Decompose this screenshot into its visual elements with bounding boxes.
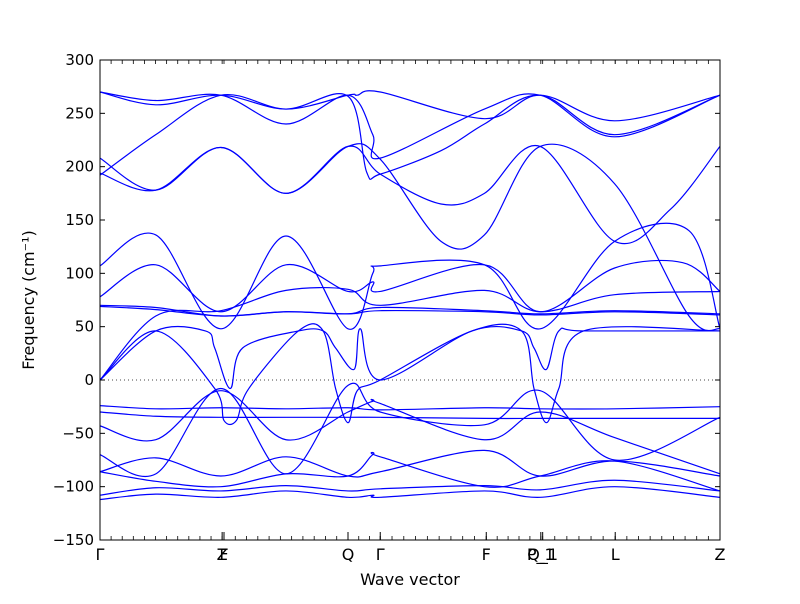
band-line-3 xyxy=(99,93,721,180)
y-tick-label: 300 xyxy=(65,51,94,69)
y-axis-label: Frequency (cm⁻¹) xyxy=(19,230,38,369)
band-line-15 xyxy=(99,390,721,475)
band-line-14 xyxy=(99,411,720,420)
x-tick-label: Q_1 xyxy=(527,545,558,565)
band-line-17 xyxy=(99,449,721,478)
plot-frame xyxy=(99,59,721,541)
band-line-13 xyxy=(99,405,721,411)
band-line-8 xyxy=(99,286,721,381)
x-tick-label: P_1 xyxy=(527,545,555,565)
x-tick-label: L xyxy=(611,545,620,564)
band-line-10 xyxy=(99,305,721,317)
y-tick-label: 0 xyxy=(84,371,94,389)
band-line-9 xyxy=(99,304,721,317)
x-tick-label: Γ xyxy=(376,545,385,564)
band-line-18 xyxy=(99,451,721,492)
x-tick-label: Z xyxy=(715,545,726,564)
minor-ticks xyxy=(99,60,721,540)
x-tick-label: F xyxy=(482,545,491,564)
y-tick-label: −50 xyxy=(62,424,94,442)
y-tick-label: 50 xyxy=(75,318,94,336)
y-tick-label: 100 xyxy=(65,264,94,282)
x-tick-label: Q xyxy=(342,545,355,564)
y-axis-ticks: −150 −100 −50 0 50 100 150 200 250 300 xyxy=(53,51,720,549)
band-line-5 xyxy=(99,144,721,245)
band-line-19 xyxy=(99,479,721,496)
y-tick-label: 250 xyxy=(65,104,94,122)
band-line-4 xyxy=(99,143,721,332)
y-tick-label: 200 xyxy=(65,158,94,176)
band-line-1 xyxy=(99,90,721,122)
x-axis-ticks: Γ ZF Q Γ F P_1Q_1 L Z xyxy=(96,532,726,565)
x-tick-label: Z xyxy=(217,545,228,564)
y-tick-label: −150 xyxy=(53,531,94,549)
band-line-6 xyxy=(99,222,721,330)
band-line-20 xyxy=(99,486,721,501)
x-axis-label: Wave vector xyxy=(360,570,460,589)
y-tick-label: −100 xyxy=(53,478,94,496)
band-line-7 xyxy=(99,259,721,313)
series-layer xyxy=(99,90,721,501)
x-tick-label: F xyxy=(219,545,228,564)
y-tick-label: 150 xyxy=(65,211,94,229)
x-tick-label: Γ xyxy=(96,545,105,564)
band-line-11 xyxy=(99,325,720,390)
band-line-2 xyxy=(99,91,721,160)
band-line-12 xyxy=(99,323,721,426)
band-line-16 xyxy=(99,382,721,477)
